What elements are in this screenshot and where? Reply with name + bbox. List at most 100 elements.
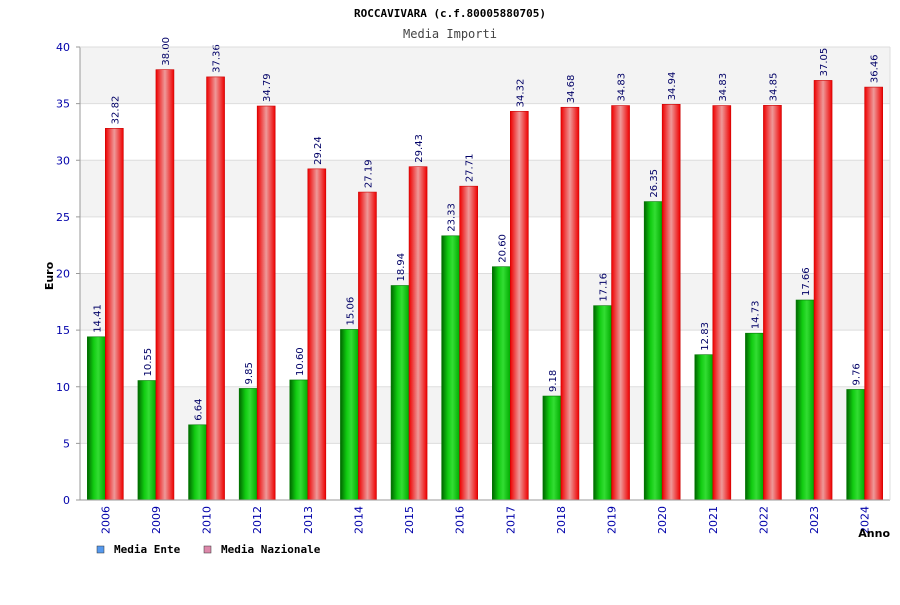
- value-label-media-nazionale-2021: 34.83: [718, 73, 729, 102]
- value-labels-layer: 14.41 10.55 6.64 9.85 10.60 15.06 18.94 23.33 20…: [92, 37, 880, 421]
- legend-label-media-nazionale: Media Nazionale: [221, 543, 321, 556]
- value-label-media-ente-2019: 17.16: [599, 273, 610, 302]
- x-tick-label: 2020: [656, 506, 669, 534]
- bar-media-nazionale-2016: [459, 185, 478, 501]
- value-label-media-ente-2022: 14.73: [750, 301, 761, 330]
- legend-label-media-ente: Media Ente: [114, 543, 181, 556]
- bar-media-nazionale-2020: [661, 104, 681, 501]
- x-tick-label: 2018: [555, 506, 568, 534]
- value-label-media-nazionale-2009: 38.00: [161, 37, 172, 66]
- bar-media-ente-2017: [492, 266, 511, 501]
- y-tick-label: 10: [56, 381, 70, 394]
- x-tick-label: 2017: [504, 506, 517, 534]
- y-tick-label: 30: [56, 154, 70, 167]
- x-tick-label: 2024: [859, 506, 872, 534]
- value-label-media-nazionale-2023: 37.05: [819, 48, 830, 77]
- x-tick-label: 2019: [606, 506, 619, 534]
- bar-media-ente-2009: [137, 380, 157, 501]
- bar-media-nazionale-2010: [206, 76, 225, 501]
- bar-media-nazionale-2013: [307, 168, 327, 501]
- x-tick-label: 2010: [201, 506, 214, 534]
- x-axis-label: Anno: [858, 527, 890, 540]
- legend-swatch-media-nazionale: [203, 545, 212, 554]
- value-label-media-ente-2016: 23.33: [447, 203, 458, 232]
- legend: Media Ente Media Nazionale: [96, 543, 321, 556]
- x-tick-label: 2006: [99, 506, 112, 534]
- value-label-media-nazionale-2017: 34.32: [515, 79, 526, 108]
- bar-media-ente-2012: [238, 388, 258, 501]
- legend-swatch-media-ente: [96, 545, 105, 554]
- x-tick-label: 2015: [403, 506, 416, 534]
- bar-media-nazionale-2017: [510, 111, 529, 501]
- value-label-media-nazionale-2012: 34.79: [262, 73, 273, 102]
- y-tick-label: 40: [56, 41, 70, 54]
- bar-media-nazionale-2015: [408, 166, 428, 501]
- bars-layer: [87, 69, 883, 501]
- value-label-media-ente-2024: 9.76: [852, 363, 863, 385]
- bar-media-ente-2010: [188, 424, 207, 501]
- bar-media-ente-2018: [542, 395, 562, 501]
- x-tick-label: 2016: [454, 506, 467, 534]
- x-tick-labels: 2006 2009 2010 2012 2013 2014 2015 2016 2017 2018…: [99, 506, 871, 534]
- bar-media-nazionale-2012: [256, 105, 276, 501]
- x-tick-label: 2022: [757, 506, 770, 534]
- value-label-media-nazionale-2015: 29.43: [414, 134, 425, 163]
- value-label-media-nazionale-2020: 34.94: [667, 72, 678, 101]
- x-tick-label: 2012: [251, 506, 264, 534]
- x-tick-label: 2013: [302, 506, 315, 534]
- bar-media-nazionale-2019: [611, 105, 630, 501]
- bar-media-ente-2020: [643, 201, 663, 501]
- value-label-media-ente-2020: 26.35: [649, 169, 660, 198]
- value-label-media-ente-2021: 12.83: [700, 322, 711, 351]
- value-label-media-ente-2014: 15.06: [345, 297, 356, 326]
- value-label-media-nazionale-2013: 29.24: [313, 136, 324, 165]
- x-tick-label: 2009: [150, 506, 163, 534]
- bar-media-ente-2014: [340, 329, 359, 501]
- bar-media-ente-2015: [390, 285, 410, 501]
- x-tick-label: 2021: [707, 506, 720, 534]
- y-tick-label: 20: [56, 268, 70, 281]
- value-label-media-ente-2015: 18.94: [396, 253, 407, 282]
- y-axis-label: Euro: [43, 261, 56, 290]
- value-label-media-nazionale-2006: 32.82: [110, 96, 121, 125]
- chart-title: ROCCAVIVARA (c.f.80005880705): [354, 7, 546, 20]
- value-label-media-nazionale-2014: 27.19: [363, 159, 374, 188]
- bar-media-ente-2006: [87, 336, 106, 501]
- value-label-media-nazionale-2018: 34.68: [566, 75, 577, 104]
- bar-media-ente-2019: [593, 305, 612, 501]
- value-label-media-nazionale-2022: 34.85: [768, 73, 779, 102]
- bar-media-nazionale-2018: [560, 106, 580, 501]
- bar-media-nazionale-2023: [813, 80, 833, 501]
- y-tick-labels: 0 5 10 15 20 25 30 35 40: [56, 41, 80, 507]
- y-tick-label: 35: [56, 98, 70, 111]
- chart-subtitle: Media Importi: [403, 27, 497, 41]
- value-label-media-nazionale-2024: 36.46: [870, 54, 881, 83]
- x-tick-label: 2014: [352, 506, 365, 534]
- bar-media-ente-2013: [289, 379, 309, 501]
- bar-media-ente-2016: [441, 235, 460, 501]
- value-label-media-ente-2023: 17.66: [801, 267, 812, 296]
- value-label-media-nazionale-2010: 37.36: [212, 44, 223, 73]
- value-label-media-ente-2006: 14.41: [92, 304, 103, 333]
- bar-media-ente-2022: [745, 332, 764, 501]
- bar-media-nazionale-2024: [864, 86, 883, 501]
- value-label-media-ente-2012: 9.85: [244, 362, 255, 384]
- value-label-media-ente-2013: 10.60: [295, 347, 306, 376]
- bar-media-nazionale-2006: [105, 128, 124, 501]
- bar-media-ente-2024: [846, 389, 865, 501]
- bar-media-nazionale-2014: [358, 191, 377, 501]
- y-tick-label: 5: [63, 437, 70, 450]
- value-label-media-nazionale-2019: 34.83: [617, 73, 628, 102]
- y-tick-label: 15: [56, 324, 70, 337]
- bar-media-nazionale-2009: [155, 69, 175, 501]
- value-label-media-ente-2017: 20.60: [497, 234, 508, 263]
- x-tick-label: 2023: [808, 506, 821, 534]
- bar-media-nazionale-2021: [712, 105, 732, 501]
- y-tick-label: 25: [56, 211, 70, 224]
- value-label-media-ente-2018: 9.18: [548, 370, 559, 392]
- bar-media-ente-2021: [694, 354, 714, 501]
- value-label-media-ente-2010: 6.64: [194, 399, 205, 421]
- bar-media-ente-2023: [795, 299, 815, 501]
- value-label-media-nazionale-2016: 27.71: [465, 154, 476, 183]
